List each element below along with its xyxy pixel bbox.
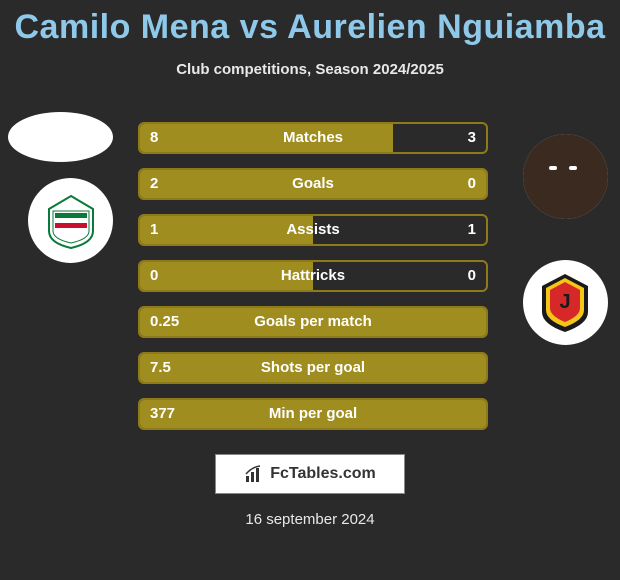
- svg-text:J: J: [559, 291, 570, 313]
- stat-label: Min per goal: [140, 405, 486, 422]
- stat-right-value: 3: [468, 129, 476, 146]
- team-left-crest: [28, 178, 113, 263]
- stat-label: Hattricks: [140, 267, 486, 284]
- chart-icon: [244, 464, 264, 484]
- page-title: Camilo Mena vs Aurelien Nguiamba: [0, 0, 620, 47]
- comparison-bars: 8Matches32Goals01Assists10Hattricks00.25…: [138, 122, 488, 444]
- stat-label: Goals: [140, 175, 486, 192]
- stat-right-value: 0: [468, 175, 476, 192]
- fctables-badge[interactable]: FcTables.com: [215, 454, 405, 494]
- jagiellonia-crest-icon: J: [538, 272, 593, 334]
- stat-label: Goals per match: [140, 313, 486, 330]
- subtitle: Club competitions, Season 2024/2025: [0, 61, 620, 78]
- stat-label: Shots per goal: [140, 359, 486, 376]
- fctables-label: FcTables.com: [270, 465, 376, 483]
- stat-bar: 7.5Shots per goal: [138, 352, 488, 384]
- lechia-crest-icon: [41, 191, 101, 251]
- stat-right-value: 1: [468, 221, 476, 238]
- player-left-photo: [8, 112, 113, 162]
- stat-bar: 1Assists1: [138, 214, 488, 246]
- player-face-placeholder: [523, 134, 608, 219]
- stat-right-value: 0: [468, 267, 476, 284]
- stat-label: Matches: [140, 129, 486, 146]
- stat-bar: 0Hattricks0: [138, 260, 488, 292]
- stat-bar: 8Matches3: [138, 122, 488, 154]
- team-right-crest: J: [523, 260, 608, 345]
- stat-label: Assists: [140, 221, 486, 238]
- stat-bar: 0.25Goals per match: [138, 306, 488, 338]
- stat-bar: 377Min per goal: [138, 398, 488, 430]
- date-label: 16 september 2024: [0, 511, 620, 528]
- player-right-photo: [523, 134, 608, 219]
- stat-bar: 2Goals0: [138, 168, 488, 200]
